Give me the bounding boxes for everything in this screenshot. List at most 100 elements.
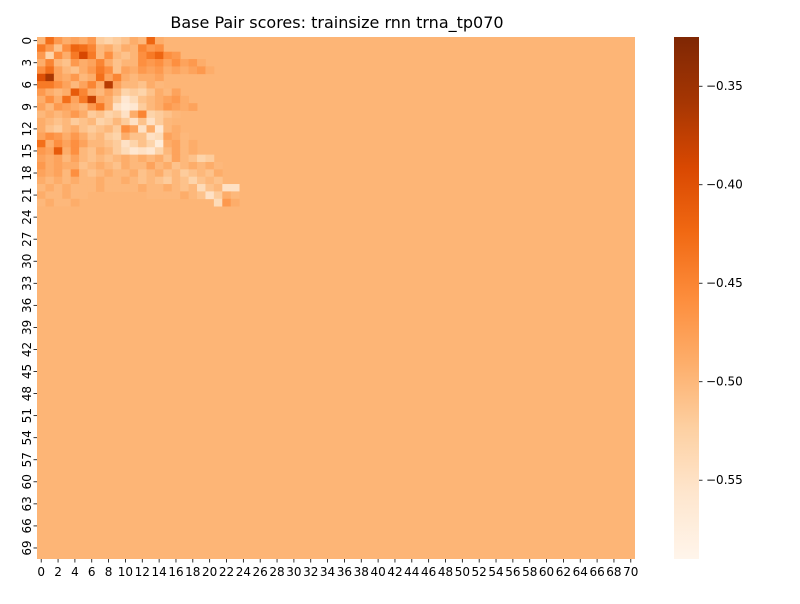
heatmap-cell [37,154,46,163]
heatmap-cell [129,88,139,97]
heatmap-cell [37,44,46,53]
heatmap-cell [146,66,156,75]
heatmap-cell [45,125,55,133]
x-tick-label: 70 [623,565,638,579]
heatmap-cell [121,103,131,111]
heatmap-cell [70,117,80,126]
heatmap-cell [104,161,114,170]
heatmap-cell [146,51,156,60]
colorbar-tick-label: −0.55 [706,473,743,487]
heatmap-cell [121,44,131,53]
heatmap-cell [171,191,181,200]
heatmap-cell [95,37,105,45]
heatmap-cell [180,184,189,192]
heatmap-cell [62,59,72,67]
heatmap-cell [129,125,139,133]
heatmap-cell [45,88,55,97]
heatmap-cell [45,139,55,148]
heatmap-cell [79,59,88,67]
heatmap-cell [53,88,63,97]
heatmap-cell [70,88,80,97]
x-tick-label: 54 [488,565,503,579]
heatmap-cell [62,139,72,148]
heatmap-cell [213,176,223,185]
heatmap-cell [37,161,46,170]
heatmap-cell [154,81,164,89]
heatmap-cell [87,169,97,178]
y-tick-label: 51 [20,408,34,423]
x-tick-label: 66 [589,565,604,579]
heatmap-cell [129,132,139,141]
heatmap-cell [37,125,46,133]
heatmap-cell [87,51,97,60]
heatmap-cell [138,184,147,192]
heatmap-cell [146,125,156,133]
heatmap-cell [180,132,189,141]
heatmap-cell [171,161,181,170]
heatmap-cell [112,59,122,67]
heatmap-cell [104,95,114,104]
heatmap-cell [45,73,55,82]
heatmap-cell [146,176,156,185]
heatmap-cell [53,95,63,104]
y-tick-label: 48 [20,386,34,401]
heatmap-cell [87,147,97,156]
heatmap-cell [121,110,131,119]
heatmap-cell [70,125,80,133]
heatmap-cell [87,184,97,192]
heatmap-cell [70,59,80,67]
heatmap-cell [163,66,173,75]
y-tick-label: 9 [20,103,34,111]
heatmap-cell [112,154,122,163]
heatmap-cell [95,117,105,126]
y-tick-label: 69 [20,540,34,555]
heatmap-cell [180,103,189,111]
heatmap-cell [37,132,46,141]
heatmap-cell [138,44,147,53]
heatmap-cell [129,161,139,170]
heatmap-cell [197,154,206,163]
heatmap-cell [163,154,173,163]
heatmap-cell [79,147,88,156]
heatmap-cell [53,110,63,119]
heatmap-cell [188,103,198,111]
heatmap-cell [180,176,189,185]
heatmap-cell [87,110,97,119]
heatmap-cell [104,73,114,82]
heatmap-cell [163,184,173,192]
heatmap-cell [53,154,63,163]
heatmap-cell [112,184,122,192]
heatmap-cell [53,161,63,170]
heatmap-cell [188,147,198,156]
heatmap-cell [95,132,105,141]
heatmap-cell [95,110,105,119]
x-tick-label: 40 [370,565,385,579]
heatmap-cell [95,125,105,133]
heatmap-cell [70,73,80,82]
heatmap-cell [37,191,46,200]
heatmap-cell [188,169,198,178]
heatmap-cell [62,198,72,207]
heatmap-cell [45,44,55,53]
heatmap-cell [79,184,88,192]
heatmap-cell [180,154,189,163]
x-tick-label: 0 [37,565,45,579]
heatmap-cell [62,81,72,89]
heatmap-cell [154,110,164,119]
x-tick-label: 68 [606,565,621,579]
heatmap-cell [138,161,147,170]
heatmap-cell [79,95,88,104]
x-tick-label: 38 [354,565,369,579]
heatmap-cell [205,154,215,163]
colorbar-tick-label: −0.45 [706,276,743,290]
heatmap-cell [121,125,131,133]
y-tick-label: 57 [20,452,34,467]
heatmap-cell [95,161,105,170]
heatmap-cell [104,184,114,192]
heatmap-cell [180,191,189,200]
heatmap-cell [45,169,55,178]
heatmap-cell [104,44,114,53]
heatmap-cell [112,51,122,60]
x-tick-label: 28 [269,565,284,579]
heatmap-cell [70,198,80,207]
